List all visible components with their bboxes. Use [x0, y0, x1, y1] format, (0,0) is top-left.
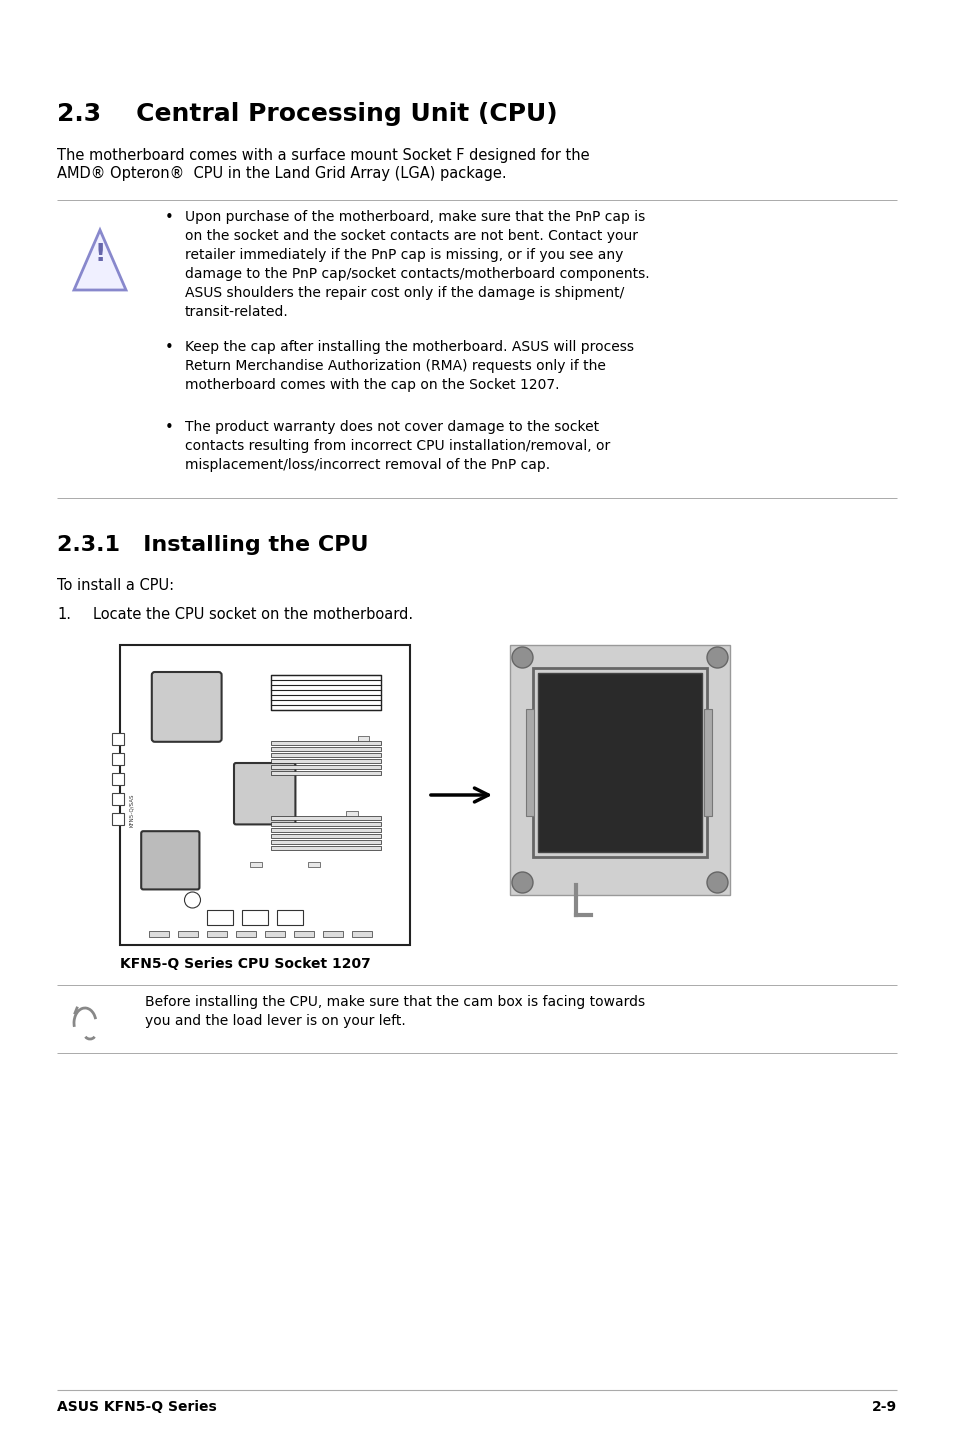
- Text: •: •: [165, 420, 173, 436]
- Circle shape: [706, 647, 727, 669]
- Bar: [251, 861, 262, 867]
- Bar: [276, 910, 302, 925]
- Bar: [265, 930, 285, 938]
- Text: 2.3.1   Installing the CPU: 2.3.1 Installing the CPU: [57, 535, 368, 555]
- Bar: [510, 646, 729, 894]
- Bar: [346, 811, 357, 815]
- Text: AMD® Opteron®  CPU in the Land Grid Array (LGA) package.: AMD® Opteron® CPU in the Land Grid Array…: [57, 165, 506, 181]
- Bar: [271, 834, 380, 838]
- Circle shape: [706, 871, 727, 893]
- Text: ASUS KFN5-Q Series: ASUS KFN5-Q Series: [57, 1401, 216, 1414]
- FancyBboxPatch shape: [152, 672, 221, 742]
- Bar: [525, 709, 534, 817]
- Text: Keep the cap after installing the motherboard. ASUS will process
Return Merchand: Keep the cap after installing the mother…: [185, 339, 634, 393]
- Text: Locate the CPU socket on the motherboard.: Locate the CPU socket on the motherboard…: [92, 607, 413, 623]
- Bar: [271, 828, 380, 833]
- Bar: [323, 930, 343, 938]
- Circle shape: [512, 871, 533, 893]
- Text: 1.: 1.: [57, 607, 71, 623]
- Bar: [271, 759, 380, 764]
- Text: To install a CPU:: To install a CPU:: [57, 578, 174, 592]
- Bar: [112, 733, 124, 745]
- Bar: [271, 771, 380, 775]
- Bar: [120, 646, 410, 945]
- Text: Upon purchase of the motherboard, make sure that the PnP cap is
on the socket an: Upon purchase of the motherboard, make s…: [185, 210, 649, 319]
- Bar: [271, 746, 380, 751]
- Text: The motherboard comes with a surface mount Socket F designed for the: The motherboard comes with a surface mou…: [57, 148, 589, 162]
- Bar: [357, 736, 369, 741]
- Text: KFN5-Q Series CPU Socket 1207: KFN5-Q Series CPU Socket 1207: [120, 958, 371, 971]
- Bar: [271, 815, 380, 820]
- Circle shape: [184, 892, 200, 907]
- Bar: [271, 765, 380, 769]
- Bar: [149, 930, 169, 938]
- Text: !: !: [94, 242, 106, 266]
- Bar: [352, 930, 372, 938]
- Text: •: •: [165, 210, 173, 224]
- Text: •: •: [165, 339, 173, 355]
- Circle shape: [512, 647, 533, 669]
- Bar: [112, 774, 124, 785]
- Bar: [207, 910, 233, 925]
- Bar: [271, 840, 380, 844]
- Bar: [178, 930, 198, 938]
- FancyBboxPatch shape: [141, 831, 199, 890]
- Bar: [294, 930, 314, 938]
- Bar: [112, 792, 124, 805]
- Bar: [271, 846, 380, 850]
- Bar: [703, 709, 711, 817]
- Text: 2-9: 2-9: [871, 1401, 896, 1414]
- Bar: [112, 812, 124, 825]
- Polygon shape: [74, 230, 126, 290]
- Bar: [533, 669, 706, 857]
- Bar: [271, 741, 380, 745]
- Text: Before installing the CPU, make sure that the cam box is facing towards
you and : Before installing the CPU, make sure tha…: [145, 995, 644, 1028]
- Text: The product warranty does not cover damage to the socket
contacts resulting from: The product warranty does not cover dama…: [185, 420, 610, 472]
- Bar: [537, 673, 701, 851]
- Bar: [271, 754, 380, 756]
- FancyBboxPatch shape: [233, 764, 295, 824]
- Text: 2.3    Central Processing Unit (CPU): 2.3 Central Processing Unit (CPU): [57, 102, 558, 127]
- Bar: [112, 754, 124, 765]
- Bar: [308, 861, 320, 867]
- Bar: [271, 674, 380, 710]
- Bar: [241, 910, 268, 925]
- Bar: [207, 930, 227, 938]
- Text: KFN5-Q/SAS: KFN5-Q/SAS: [130, 794, 134, 827]
- Bar: [271, 823, 380, 825]
- Bar: [235, 930, 256, 938]
